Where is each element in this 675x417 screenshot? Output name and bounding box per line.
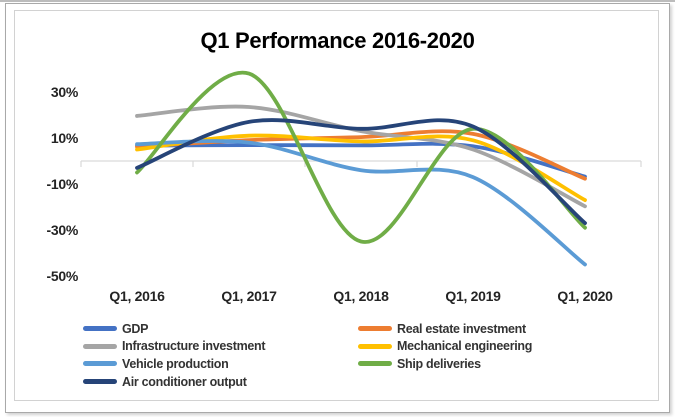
- legend-label: Infrastructure investment: [122, 339, 266, 354]
- legend-line-swatch: [83, 326, 117, 332]
- legend-item-gdp: GDP: [83, 322, 358, 336]
- x-axis-category-label: Q1, 2016: [109, 288, 165, 304]
- legend-line-swatch: [358, 343, 392, 349]
- x-axis-category-label: Q1, 2019: [445, 288, 501, 304]
- screenshot-top-edge: [0, 0, 675, 2]
- y-axis-tick-label: -30%: [46, 222, 79, 238]
- y-axis-tick-label: -10%: [46, 176, 79, 192]
- x-axis-category-label: Q1, 2017: [221, 288, 277, 304]
- legend-line-swatch: [358, 326, 392, 332]
- y-axis-tick-label: 10%: [50, 130, 78, 146]
- legend-line-swatch: [83, 343, 117, 349]
- x-axis-category-label: Q1, 2020: [557, 288, 613, 304]
- legend-label: Vehicle production: [122, 356, 229, 371]
- series-line-vehicle-production: [135, 139, 587, 267]
- legend-line-swatch: [83, 379, 117, 385]
- legend-label: Air conditioner output: [122, 374, 247, 389]
- legend-label: Mechanical engineering: [397, 339, 533, 354]
- legend-item-real-estate-investment: Real estate investment: [358, 322, 633, 336]
- legend-label: Ship deliveries: [397, 356, 481, 371]
- legend-item-mechanical-engineering: Mechanical engineering: [358, 339, 633, 353]
- y-axis-tick-label: 30%: [50, 84, 78, 100]
- y-axis-tick-label: -50%: [46, 268, 79, 284]
- chart-frame: [14, 10, 659, 401]
- legend-label: Real estate investment: [397, 321, 526, 336]
- legend-item-infrastructure-investment: Infrastructure investment: [83, 339, 358, 353]
- series-line-infrastructure-investment: [135, 104, 587, 209]
- chart-legend: GDP Real estate investment Infrastructure …: [83, 320, 643, 390]
- chart-title: Q1 Performance 2016-2020: [200, 28, 475, 53]
- legend-item-vehicle-production: Vehicle production: [83, 357, 358, 371]
- legend-label: GDP: [122, 321, 149, 336]
- legend-item-ship-deliveries: Ship deliveries: [358, 357, 633, 371]
- series-line-air-conditioner-output: [135, 118, 587, 225]
- legend-item-air-conditioner-output: Air conditioner output: [83, 375, 358, 389]
- series-line-ship-deliveries: [135, 70, 587, 244]
- x-axis-category-label: Q1, 2018: [333, 288, 389, 304]
- legend-line-swatch: [358, 361, 392, 367]
- legend-line-swatch: [83, 361, 117, 367]
